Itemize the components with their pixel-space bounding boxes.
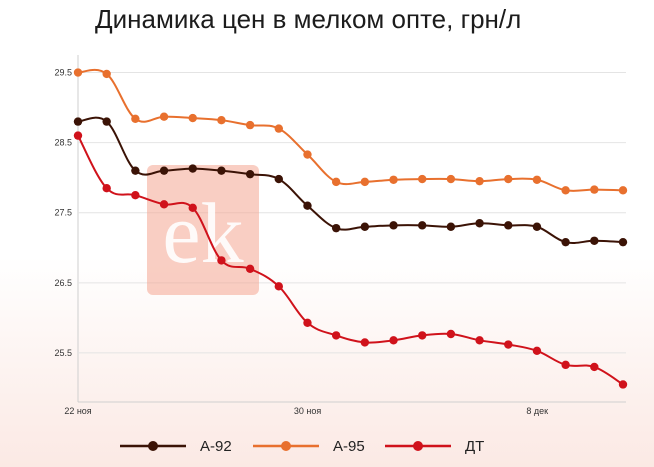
- legend-label: А-92: [200, 438, 232, 455]
- data-point: [131, 191, 140, 200]
- data-point: [418, 221, 427, 230]
- data-point: [561, 186, 570, 195]
- data-point: [561, 237, 570, 247]
- data-point: [561, 360, 570, 370]
- x-tick-label: 8 дек: [526, 406, 548, 416]
- legend-swatch-marker: [281, 441, 291, 451]
- data-point: [418, 331, 427, 340]
- data-point: [504, 340, 513, 349]
- data-point: [331, 177, 341, 187]
- data-point: [73, 117, 83, 126]
- data-point: [159, 166, 169, 175]
- data-point: [188, 203, 197, 213]
- data-point: [274, 174, 283, 184]
- data-point: [217, 115, 226, 125]
- x-tick-label: 22 ноя: [64, 406, 91, 416]
- data-point: [331, 331, 341, 340]
- data-point: [475, 219, 484, 228]
- series-points: [73, 68, 628, 389]
- data-point: [504, 174, 513, 184]
- data-point: [590, 236, 599, 245]
- data-point: [303, 201, 312, 210]
- data-point: [102, 117, 111, 126]
- data-point: [590, 185, 599, 194]
- data-point: [590, 362, 599, 372]
- data-point: [159, 112, 169, 121]
- data-point: [475, 336, 484, 345]
- data-point: [245, 264, 255, 274]
- data-point: [245, 120, 255, 130]
- data-point: [418, 174, 427, 184]
- legend-label: ДТ: [465, 438, 484, 455]
- chart-title: Динамика цен в мелком опте, грн/л: [95, 4, 522, 34]
- data-point: [446, 329, 456, 339]
- data-point: [217, 256, 226, 265]
- data-point: [73, 68, 83, 77]
- y-tick-label: 25.5: [54, 348, 72, 358]
- legend-label: А-95: [333, 438, 365, 455]
- data-point: [618, 237, 628, 247]
- data-point: [389, 175, 398, 184]
- data-point: [331, 223, 341, 233]
- data-point: [504, 221, 513, 230]
- watermark-logo-text: ek: [162, 185, 243, 281]
- data-point: [131, 114, 140, 123]
- data-point: [532, 222, 542, 231]
- data-point: [188, 164, 197, 173]
- data-point: [532, 175, 542, 184]
- y-tick-label: 28.5: [54, 138, 72, 148]
- data-point: [102, 183, 111, 193]
- data-point: [217, 166, 226, 175]
- data-point: [245, 169, 255, 179]
- watermark-box: [147, 165, 259, 295]
- y-axis-ticks: 25.5 26.5 27.5 28.5 29.5: [54, 68, 72, 358]
- data-point: [274, 282, 283, 291]
- legend: А-92 А-95 ДТ: [120, 438, 484, 455]
- data-point: [102, 69, 111, 79]
- data-point: [360, 222, 370, 231]
- x-tick-label: 30 ноя: [294, 406, 321, 416]
- data-point: [360, 177, 370, 187]
- data-point: [274, 124, 283, 133]
- data-point: [360, 338, 370, 347]
- data-point: [389, 336, 398, 345]
- watermark-logo: ek: [147, 165, 259, 295]
- data-point: [188, 113, 197, 123]
- y-tick-label: 26.5: [54, 278, 72, 288]
- legend-swatch-marker: [148, 441, 158, 451]
- data-point: [303, 318, 312, 327]
- data-point: [618, 186, 628, 195]
- y-tick-label: 27.5: [54, 208, 72, 218]
- data-point: [618, 380, 628, 389]
- y-tick-label: 29.5: [54, 68, 72, 78]
- data-point: [446, 222, 456, 231]
- legend-swatch-marker: [413, 441, 423, 451]
- data-point: [389, 221, 398, 230]
- data-point: [73, 131, 83, 140]
- data-point: [131, 166, 140, 175]
- data-point: [446, 174, 456, 184]
- data-point: [159, 200, 169, 209]
- data-point: [303, 150, 312, 159]
- data-point: [532, 346, 542, 356]
- data-point: [475, 176, 484, 186]
